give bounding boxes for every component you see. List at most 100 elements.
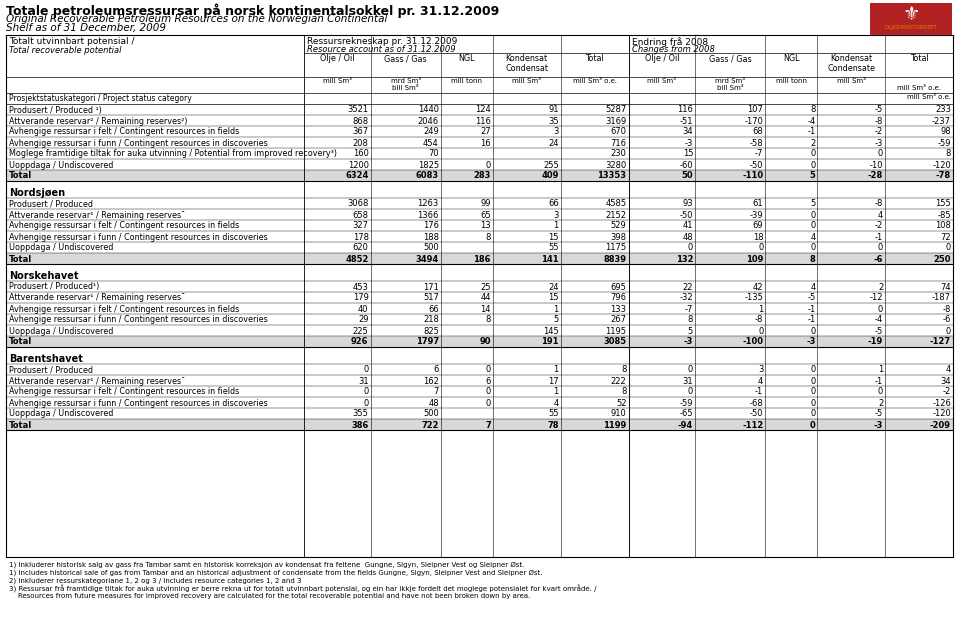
Text: 124: 124: [475, 106, 491, 114]
Text: 409: 409: [541, 171, 559, 181]
Text: -187: -187: [932, 294, 951, 302]
Text: 910: 910: [611, 409, 626, 419]
Text: 6: 6: [433, 366, 439, 374]
Text: 0: 0: [877, 388, 883, 396]
Text: 0: 0: [877, 149, 883, 159]
Text: Uoppdaga / Undiscovered: Uoppdaga / Undiscovered: [9, 244, 113, 252]
Text: 695: 695: [611, 282, 626, 291]
Text: 0: 0: [485, 399, 491, 408]
Text: -51: -51: [680, 116, 693, 126]
Text: Produsert / Produced¹): Produsert / Produced¹): [9, 282, 100, 291]
Text: 1175: 1175: [605, 244, 626, 252]
Text: 3494: 3494: [415, 254, 439, 264]
Text: -59: -59: [680, 399, 693, 408]
Text: -5: -5: [875, 106, 883, 114]
Text: 0: 0: [810, 376, 815, 386]
Text: 34: 34: [941, 376, 951, 386]
Text: 398: 398: [611, 232, 626, 241]
Text: 1797: 1797: [415, 338, 439, 346]
Text: 93: 93: [683, 199, 693, 209]
Text: 0: 0: [810, 399, 815, 408]
Bar: [6, 336, 953, 347]
Text: -8: -8: [875, 199, 883, 209]
Text: 8: 8: [810, 106, 815, 114]
Text: 55: 55: [549, 409, 559, 419]
Text: 145: 145: [543, 326, 559, 336]
Text: 1: 1: [877, 366, 883, 374]
Text: -5: -5: [875, 326, 883, 336]
Text: bill Sm³: bill Sm³: [717, 85, 743, 91]
Text: Olje / Oil: Olje / Oil: [644, 54, 679, 63]
Text: -135: -135: [744, 294, 763, 302]
Text: -3: -3: [685, 139, 693, 148]
Text: 249: 249: [423, 127, 439, 136]
Text: -112: -112: [742, 421, 763, 429]
Text: 69: 69: [753, 221, 763, 231]
Text: Prosjektstatuskategori / Project status category: Prosjektstatuskategori / Project status …: [9, 94, 192, 103]
Text: Avhengige ressursar i funn / Contingent resources in discoveries: Avhengige ressursar i funn / Contingent …: [9, 139, 268, 148]
Text: Attverande reservar¹ / Remaining reservesˉ: Attverande reservar¹ / Remaining reserve…: [9, 211, 185, 219]
Text: -3: -3: [684, 338, 693, 346]
Text: 722: 722: [421, 421, 439, 429]
Text: -10: -10: [870, 161, 883, 169]
Text: 4: 4: [810, 282, 815, 291]
Text: 15: 15: [683, 149, 693, 159]
Text: 68: 68: [753, 127, 763, 136]
Text: Produsert / Produced: Produsert / Produced: [9, 366, 93, 374]
Text: 18: 18: [753, 232, 763, 241]
Text: 0: 0: [810, 326, 815, 336]
Text: Moglege framtidige tiltak for auka utvinning / Potential from improved recovery³: Moglege framtidige tiltak for auka utvin…: [9, 149, 337, 159]
Text: 13: 13: [480, 221, 491, 231]
Text: 27: 27: [480, 127, 491, 136]
Text: 16: 16: [480, 139, 491, 148]
Text: Shelf as of 31 December, 2009: Shelf as of 31 December, 2009: [6, 23, 166, 33]
Text: 0: 0: [758, 244, 763, 252]
Text: -28: -28: [868, 171, 883, 181]
Text: -8: -8: [943, 304, 951, 314]
Text: 8: 8: [946, 149, 951, 159]
Text: 0: 0: [877, 244, 883, 252]
Text: 116: 116: [677, 106, 693, 114]
Text: 327: 327: [353, 221, 368, 231]
Text: Total recoverable potential: Total recoverable potential: [9, 46, 122, 55]
Text: 267: 267: [611, 316, 626, 324]
Text: 66: 66: [548, 199, 559, 209]
Text: 8: 8: [621, 366, 626, 374]
Text: 132: 132: [675, 254, 693, 264]
Text: Barentshavet: Barentshavet: [9, 354, 82, 364]
Text: mill Sm³ o.e.: mill Sm³ o.e.: [897, 85, 941, 91]
Text: mill Sm³: mill Sm³: [647, 78, 676, 84]
Text: 230: 230: [611, 149, 626, 159]
Text: 0: 0: [810, 149, 815, 159]
Text: 4: 4: [810, 232, 815, 241]
Text: 1: 1: [553, 304, 559, 314]
Text: 3521: 3521: [347, 106, 368, 114]
Text: -2: -2: [875, 221, 883, 231]
Text: 191: 191: [541, 338, 559, 346]
Text: Gass / Gas: Gass / Gas: [385, 54, 427, 63]
Text: 3: 3: [758, 366, 763, 374]
Text: 7: 7: [433, 388, 439, 396]
Text: 1263: 1263: [417, 199, 439, 209]
Text: 1) Inkluderer historisk salg av gass fra Tambar samt en historisk korreksjon av : 1) Inkluderer historisk salg av gass fra…: [9, 561, 525, 568]
Text: -1: -1: [755, 388, 763, 396]
Text: 8: 8: [809, 254, 815, 264]
Text: 4: 4: [553, 399, 559, 408]
Text: 222: 222: [611, 376, 626, 386]
Text: Avhengige ressursar i felt / Contingent resources in fields: Avhengige ressursar i felt / Contingent …: [9, 388, 239, 396]
Text: 66: 66: [428, 304, 439, 314]
Text: -4: -4: [807, 116, 815, 126]
Text: 1: 1: [553, 366, 559, 374]
Text: Total: Total: [910, 54, 928, 63]
Text: 15: 15: [549, 294, 559, 302]
Text: 74: 74: [941, 282, 951, 291]
Text: 70: 70: [429, 149, 439, 159]
Text: 4585: 4585: [605, 199, 626, 209]
Text: -126: -126: [932, 399, 951, 408]
Text: 141: 141: [541, 254, 559, 264]
Text: 42: 42: [753, 282, 763, 291]
Text: 107: 107: [747, 106, 763, 114]
Text: -50: -50: [750, 409, 763, 419]
Text: 796: 796: [611, 294, 626, 302]
Text: 6324: 6324: [345, 171, 368, 181]
